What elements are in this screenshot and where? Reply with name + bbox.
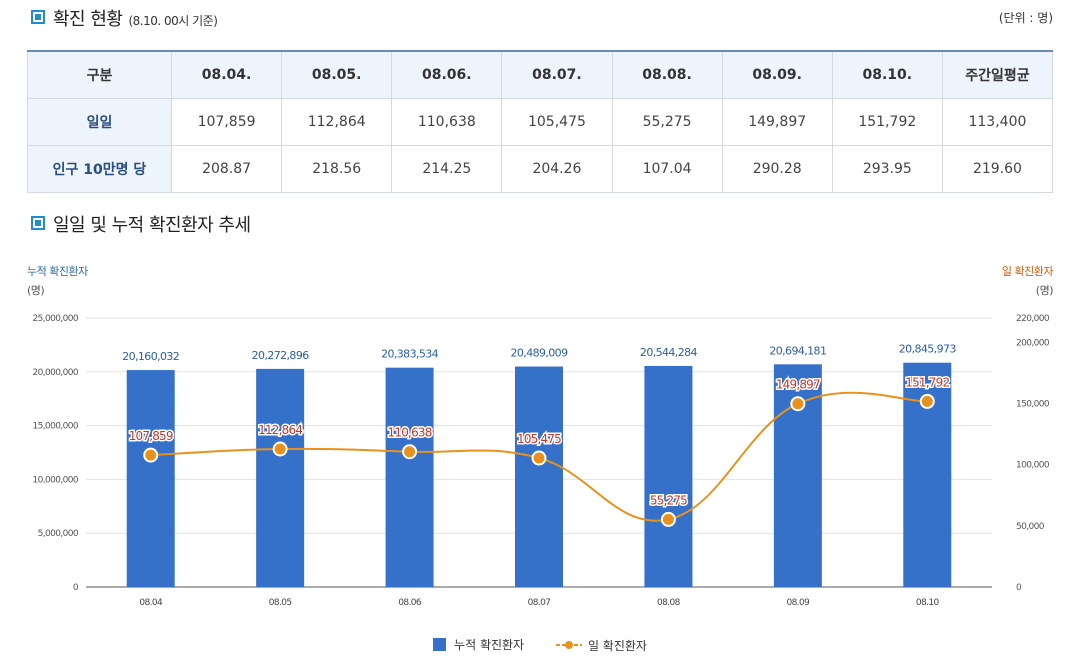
table-cell: 293.95 <box>831 145 943 193</box>
table-cell: 107,859 <box>170 98 283 146</box>
right-tick-label: 200,000 <box>1016 338 1050 348</box>
header-cell: 구분 <box>27 50 172 99</box>
right-tick-label: 50,000 <box>1016 522 1045 532</box>
row-label: 인구 10만명 당 <box>27 145 172 193</box>
header-cell: 08.06. <box>391 50 503 99</box>
table-cell: 218.56 <box>281 145 393 193</box>
header-cell: 주간일평균 <box>941 50 1054 99</box>
table-cell: 55,275 <box>611 98 723 146</box>
table-cell: 107.04 <box>611 145 723 193</box>
x-tick-label: 08.06 <box>398 598 422 608</box>
bar-value-label: 20,160,032 <box>122 350 179 363</box>
point-daily <box>402 444 418 460</box>
bar-value-label: 20,544,284 <box>640 346 698 359</box>
left-tick-label: 0 <box>73 583 79 593</box>
x-tick-label: 08.10 <box>916 598 940 608</box>
status-basis: (8.10. 00시 기준) <box>128 14 218 28</box>
x-tick-label: 08.09 <box>786 598 810 608</box>
legend-line-swatch <box>555 641 582 649</box>
left-tick-label: 10,000,000 <box>32 475 78 485</box>
point-value-label: 107,859 <box>129 429 173 443</box>
table-header-row: 구분 08.04. 08.05. 08.06. 08.07. 08.08. 08… <box>27 50 1054 99</box>
bar-value-label: 20,272,896 <box>252 349 310 362</box>
table-cell: 204.26 <box>501 145 613 193</box>
bar-cumulative <box>126 370 175 587</box>
left-axis-unit: (명) <box>27 284 45 297</box>
point-value-label: 149,897 <box>776 378 820 392</box>
table-cell: 290.28 <box>721 145 833 193</box>
section-marker-icon <box>31 10 45 24</box>
header-cell: 08.08. <box>611 50 723 99</box>
table-row: 인구 10만명 당 208.87 218.56 214.25 204.26 10… <box>27 145 1054 193</box>
table-cell: 151,792 <box>831 98 943 146</box>
bar-value-label: 20,694,181 <box>769 344 826 357</box>
right-tick-label: 150,000 <box>1016 400 1050 410</box>
unit-label: (단위 : 명) <box>998 11 1053 25</box>
left-axis-title: 누적 확진환자 <box>27 265 88 278</box>
table-cell: 208.87 <box>170 145 283 193</box>
left-tick-label: 5,000,000 <box>38 529 79 539</box>
bar-value-label: 20,845,973 <box>899 343 957 356</box>
legend-item-daily: 일 확진환자 <box>555 637 647 654</box>
table-cell: 219.60 <box>941 145 1054 193</box>
row-label: 일일 <box>27 98 172 146</box>
point-daily <box>272 441 288 457</box>
header-cell: 08.04. <box>170 50 283 99</box>
left-tick-label: 20,000,000 <box>32 368 78 378</box>
point-daily <box>143 447 159 463</box>
right-axis-unit: (명) <box>1035 284 1054 297</box>
legend-label: 누적 확진환자 <box>454 638 525 652</box>
left-tick-label: 25,000,000 <box>32 314 78 324</box>
bar-value-label: 20,383,534 <box>381 348 439 361</box>
point-value-label: 112,864 <box>258 423 302 437</box>
left-tick-label: 15,000,000 <box>32 422 78 432</box>
point-daily <box>919 393 935 409</box>
table-cell: 110,638 <box>391 98 503 146</box>
header-cell: 08.10. <box>831 50 943 99</box>
right-tick-label: 100,000 <box>1016 461 1050 471</box>
bar-cumulative <box>385 367 434 587</box>
legend-label: 일 확진환자 <box>587 638 647 653</box>
table-cell: 105,475 <box>501 98 613 146</box>
right-axis-title: 일 확진환자 <box>1001 265 1054 278</box>
bar-value-label: 20,489,009 <box>511 347 569 360</box>
point-value-label: 105,475 <box>517 432 561 446</box>
point-daily <box>790 396 806 412</box>
table-cell: 113,400 <box>941 98 1054 146</box>
x-tick-label: 08.07 <box>528 598 551 608</box>
right-tick-label: 220,000 <box>1016 314 1050 324</box>
cases-trend-chart: 0 5,000,000 10,000,000 15,000,000 20,000,000… <box>32 314 1050 608</box>
legend-item-cumulative: 누적 확진환자 <box>433 636 524 653</box>
right-tick-label: 0 <box>1016 583 1022 593</box>
point-daily <box>660 511 676 527</box>
section-marker-icon <box>31 216 45 230</box>
table-cell: 214.25 <box>391 145 503 193</box>
header-cell: 08.05. <box>281 50 393 99</box>
point-daily <box>531 450 547 466</box>
bar-cumulative <box>256 368 305 587</box>
header-cell: 08.09. <box>721 50 833 99</box>
legend-bar-swatch <box>433 638 447 651</box>
point-value-label: 55,275 <box>650 493 687 507</box>
trend-title: 일일 및 누적 확진환자 추세 <box>53 215 251 236</box>
chart-legend: 누적 확진환자 일 확진환자 <box>0 636 1080 654</box>
x-tick-label: 08.08 <box>657 598 681 608</box>
bar-cumulative <box>644 365 693 587</box>
table-row: 일일 107,859 112,864 110,638 105,475 55,27… <box>27 98 1054 146</box>
table-cell: 149,897 <box>721 98 833 146</box>
point-value-label: 110,638 <box>388 426 432 440</box>
daily-cases-table: 구분 08.04. 08.05. 08.06. 08.07. 08.08. 08… <box>27 50 1054 193</box>
table-cell: 112,864 <box>281 98 393 146</box>
point-value-label: 151,792 <box>905 375 949 389</box>
header-cell: 08.07. <box>501 50 613 99</box>
bar-cumulative <box>515 366 563 587</box>
x-tick-label: 08.05 <box>269 598 292 608</box>
status-title-text: 확진 현황 <box>53 9 123 30</box>
x-tick-label: 08.04 <box>139 598 163 608</box>
status-title: 확진 현황 (8.10. 00시 기준) <box>53 5 218 31</box>
